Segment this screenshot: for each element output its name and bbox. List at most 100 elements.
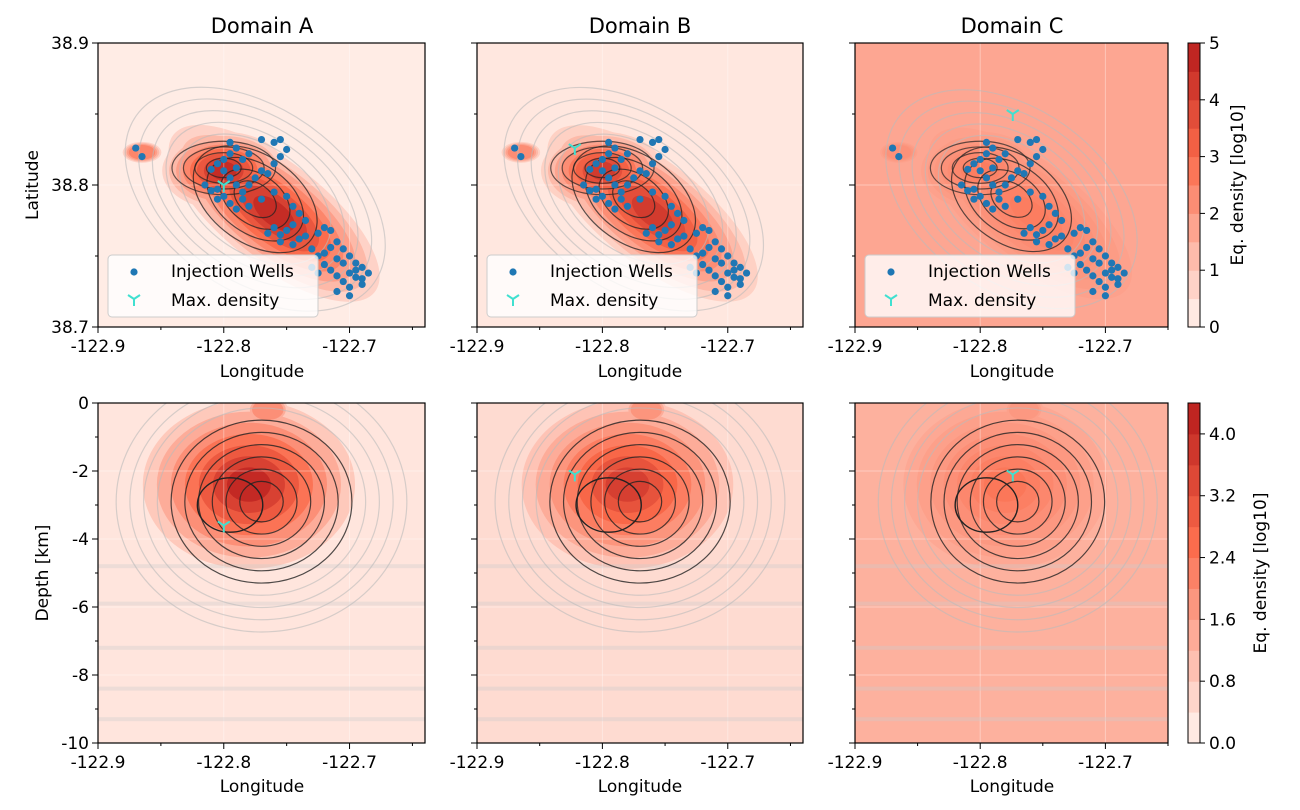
injection-well-point bbox=[1089, 288, 1096, 295]
injection-well-point bbox=[264, 170, 271, 177]
injection-well-point bbox=[340, 245, 347, 252]
ylabel-depth: Depth [km] bbox=[33, 525, 53, 622]
injection-well-point bbox=[593, 160, 600, 167]
injection-well-point bbox=[1027, 189, 1034, 196]
injection-well-point bbox=[1102, 284, 1109, 291]
injection-well-point bbox=[661, 193, 668, 200]
injection-well-point bbox=[995, 156, 1002, 163]
injection-well-point bbox=[655, 238, 662, 245]
injection-well-point bbox=[289, 221, 296, 228]
injection-well-point bbox=[983, 200, 990, 207]
depth-streak bbox=[98, 687, 425, 691]
injection-well-point bbox=[314, 230, 321, 237]
injection-well-point bbox=[693, 230, 700, 237]
colorbar-tick-label: 0.0 bbox=[1209, 734, 1236, 754]
legend-wells-label: Injection Wells bbox=[928, 262, 1051, 282]
legend-wells-label: Injection Wells bbox=[171, 262, 294, 282]
injection-well-point bbox=[712, 272, 719, 279]
injection-well-point bbox=[233, 206, 240, 213]
injection-well-point bbox=[989, 181, 996, 188]
injection-well-point bbox=[580, 181, 587, 188]
injection-well-point bbox=[680, 217, 687, 224]
injection-well-point bbox=[1077, 250, 1084, 257]
injection-well-point bbox=[1039, 227, 1046, 234]
injection-well-point bbox=[674, 210, 681, 217]
injection-well-point bbox=[1033, 231, 1040, 238]
injection-well-point bbox=[586, 187, 593, 194]
injection-well-point bbox=[605, 150, 612, 157]
injection-well-point bbox=[270, 160, 277, 167]
injection-well-point bbox=[970, 186, 977, 193]
injection-well-point bbox=[743, 269, 750, 276]
injection-well-point bbox=[1096, 245, 1103, 252]
colorbar-segment bbox=[1188, 128, 1200, 157]
injection-well-point bbox=[1089, 238, 1096, 245]
injection-well-point bbox=[220, 193, 227, 200]
colorbar-segment bbox=[1188, 496, 1200, 527]
injection-well-point bbox=[1077, 261, 1084, 268]
x-tick-label: -122.7 bbox=[1078, 337, 1133, 357]
panel-title-a: Domain A bbox=[211, 14, 314, 38]
injection-well-point bbox=[1114, 275, 1121, 282]
x-tick-label: -122.7 bbox=[322, 753, 377, 773]
injection-well-point bbox=[680, 233, 687, 240]
colorbar-top: 012345 bbox=[1188, 34, 1220, 338]
depth-streak bbox=[98, 717, 425, 721]
injection-well-point bbox=[327, 244, 334, 251]
injection-well-point bbox=[655, 136, 662, 143]
injection-well-point bbox=[668, 241, 675, 248]
injection-well-point bbox=[302, 233, 309, 240]
x-tick-label: -122.8 bbox=[196, 337, 251, 357]
injection-well-point bbox=[1008, 174, 1015, 181]
injection-well-point bbox=[138, 153, 145, 160]
injection-well-point bbox=[239, 189, 246, 196]
injection-well-point bbox=[321, 250, 328, 257]
injection-well-point bbox=[661, 146, 668, 153]
legend: Injection Wells Max. density bbox=[865, 255, 1075, 317]
injection-well-point bbox=[699, 250, 706, 257]
injection-well-point bbox=[618, 189, 625, 196]
injection-well-point bbox=[1058, 233, 1065, 240]
injection-well-point bbox=[599, 156, 606, 163]
y-tick-label: -8 bbox=[72, 666, 89, 686]
injection-well-point bbox=[327, 227, 334, 234]
legend-max-label: Max. density bbox=[928, 291, 1036, 311]
legend-wells-marker bbox=[887, 268, 894, 275]
injection-well-point bbox=[340, 260, 347, 267]
injection-well-point bbox=[226, 174, 233, 181]
xlabel-top-b: Longitude bbox=[598, 362, 683, 382]
colorbar-segment bbox=[1188, 299, 1200, 328]
injection-well-point bbox=[308, 245, 315, 252]
injection-well-point bbox=[1083, 267, 1090, 274]
legend: Injection Wells Max. density bbox=[487, 255, 697, 317]
depth-streak bbox=[855, 717, 1168, 721]
injection-well-point bbox=[687, 245, 694, 252]
injection-well-point bbox=[724, 269, 731, 276]
injection-well-point bbox=[346, 284, 353, 291]
injection-well-point bbox=[718, 278, 725, 285]
x-tick-label: -122.8 bbox=[953, 753, 1008, 773]
y-tick-label: 38.8 bbox=[51, 176, 89, 196]
injection-well-point bbox=[995, 189, 1002, 196]
injection-well-point bbox=[1027, 139, 1034, 146]
colorbar-tick-label: 3.2 bbox=[1209, 487, 1236, 507]
map-panel-domain-b: Injection WellsMax. density-122.9 -122.8-… bbox=[450, 41, 805, 357]
depth-streak bbox=[477, 564, 803, 568]
injection-well-point bbox=[1089, 272, 1096, 279]
injection-well-point bbox=[352, 267, 359, 274]
legend-wells-label: Injection Wells bbox=[550, 262, 673, 282]
x-tick-label: -122.9 bbox=[828, 337, 883, 357]
injection-well-point bbox=[1002, 150, 1009, 157]
injection-well-point bbox=[586, 166, 593, 173]
injection-well-point bbox=[359, 264, 366, 271]
y-tick-label: -6 bbox=[72, 598, 89, 618]
colorbar-segment bbox=[1188, 465, 1200, 496]
injection-well-point bbox=[889, 144, 896, 151]
injection-well-point bbox=[1108, 267, 1115, 274]
colorbar-segment bbox=[1188, 681, 1200, 712]
injection-well-point bbox=[649, 224, 656, 231]
injection-well-point bbox=[270, 224, 277, 231]
injection-well-point bbox=[605, 139, 612, 146]
injection-well-point bbox=[1014, 136, 1021, 143]
y-tick-label: 38.7 bbox=[51, 318, 89, 338]
